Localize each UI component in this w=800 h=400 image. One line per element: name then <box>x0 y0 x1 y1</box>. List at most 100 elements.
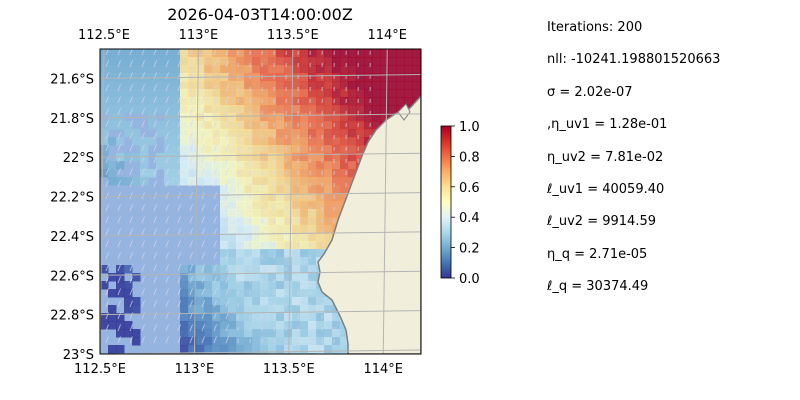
field-cell <box>188 265 197 274</box>
velocity-arrow <box>141 264 145 272</box>
y-tick-label: 22°S <box>63 151 94 166</box>
field-cell <box>292 337 301 346</box>
field-cell <box>220 161 229 170</box>
velocity-arrow <box>225 108 229 116</box>
velocity-arrow <box>129 60 133 68</box>
field-cell <box>276 217 285 226</box>
field-cell <box>292 185 301 194</box>
field-cell <box>284 65 293 74</box>
meridian-line <box>193 49 199 354</box>
velocity-arrow <box>105 204 109 212</box>
field-cell <box>284 177 293 186</box>
y-tick-label: 23°S <box>63 348 94 363</box>
field-cell <box>260 273 269 282</box>
field-cell <box>172 121 181 130</box>
field-cell <box>228 297 237 306</box>
colorbar: 0.0 0.2 0.4 0.6 0.8 1.0 <box>440 120 480 287</box>
field-cell <box>244 297 253 306</box>
field-cell <box>196 113 205 122</box>
field-cell <box>100 281 109 290</box>
field-cell <box>332 137 341 146</box>
field-cell <box>244 193 253 202</box>
velocity-arrow <box>105 49 109 56</box>
field-cell <box>196 337 205 346</box>
velocity-arrow <box>189 264 193 272</box>
field-cell <box>340 113 349 122</box>
field-cell <box>284 233 293 242</box>
field-cell <box>356 113 365 122</box>
field-cell <box>276 89 285 98</box>
field-cell <box>236 329 245 338</box>
field-cell <box>172 169 181 178</box>
field-cell <box>196 121 205 130</box>
velocity-arrow <box>189 276 193 284</box>
y-tick-label: 21.8°S <box>50 112 94 127</box>
field-cell <box>236 113 245 122</box>
velocity-arrow <box>129 108 133 116</box>
field-cell <box>316 65 325 74</box>
field-cell <box>228 337 237 346</box>
field-cell <box>356 81 365 90</box>
field-cell <box>300 289 309 298</box>
velocity-arrow <box>117 252 121 260</box>
field-cell <box>252 161 261 170</box>
velocity-arrow <box>117 276 121 284</box>
velocity-arrow <box>141 252 145 260</box>
parallel-line <box>100 349 421 354</box>
field-cell <box>396 49 405 58</box>
velocity-arrow <box>129 84 133 92</box>
field-cell <box>268 73 277 82</box>
field-cell <box>180 145 189 154</box>
velocity-arrow <box>141 132 145 140</box>
field-cell <box>308 233 317 242</box>
field-cell <box>324 209 333 218</box>
field-cell <box>324 305 333 314</box>
velocity-arrow <box>177 168 181 176</box>
field-cell <box>260 129 269 138</box>
velocity-arrow <box>225 120 229 128</box>
field-cell <box>324 321 333 330</box>
field-cell <box>308 153 317 162</box>
field-cell <box>124 297 133 306</box>
field-cell <box>372 97 381 106</box>
field-cell <box>292 105 301 114</box>
field-cell <box>124 305 133 314</box>
field-cell <box>108 321 117 330</box>
velocity-arrow <box>165 324 169 332</box>
velocity-arrow <box>165 96 169 104</box>
field-cell <box>284 337 293 346</box>
field-cell <box>268 233 277 242</box>
field-cell <box>404 73 413 82</box>
velocity-arrow <box>225 336 229 344</box>
field-cell <box>324 201 333 210</box>
field-cell <box>324 161 333 170</box>
velocity-arrow <box>177 120 181 128</box>
field-cell <box>252 137 261 146</box>
field-cell <box>308 313 317 322</box>
field-cell <box>340 177 349 186</box>
velocity-arrow <box>153 49 157 56</box>
field-cell <box>236 65 245 74</box>
field-cell <box>356 89 365 98</box>
field-cell <box>108 161 117 170</box>
field-cell <box>260 321 269 330</box>
field-cell <box>316 249 325 258</box>
field-cell <box>172 153 181 162</box>
field-cell <box>220 321 229 330</box>
field-cell <box>244 129 253 138</box>
field-cell <box>268 201 277 210</box>
velocity-arrow <box>129 49 133 56</box>
velocity-arrow <box>105 168 109 176</box>
field-cell <box>196 97 205 106</box>
field-cell <box>292 321 301 330</box>
field-cell <box>260 73 269 82</box>
field-cell <box>244 281 253 290</box>
field-cell <box>380 49 389 58</box>
field-cell <box>252 289 261 298</box>
velocity-arrow <box>189 180 193 188</box>
field-cell <box>268 185 277 194</box>
velocity-arrow <box>213 276 217 284</box>
velocity-arrow <box>153 336 157 344</box>
field-cell <box>308 209 317 218</box>
field-cell <box>180 121 189 130</box>
